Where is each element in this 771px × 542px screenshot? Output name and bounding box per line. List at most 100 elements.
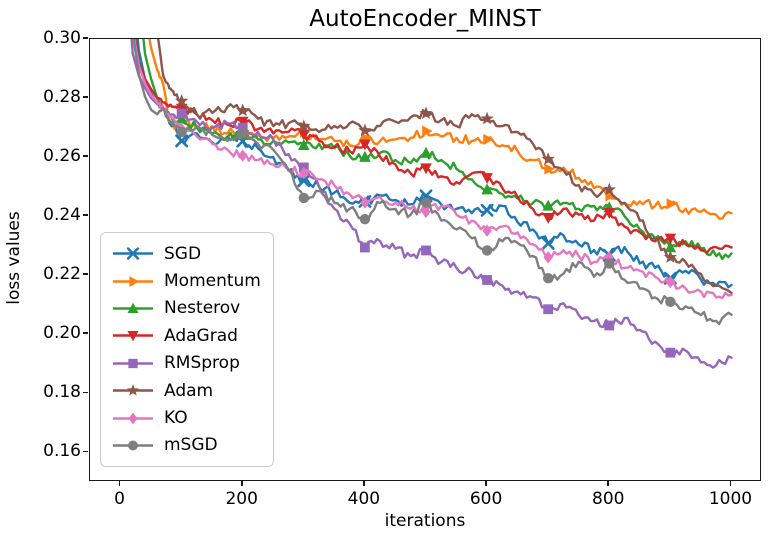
series-line-Adam bbox=[156, 39, 733, 295]
chart-title: AutoEncoder_MINST bbox=[309, 6, 541, 32]
marker-Adam-100 bbox=[174, 94, 189, 107]
x-tick-mark bbox=[118, 481, 121, 486]
legend-item-Momentum: Momentum bbox=[111, 267, 261, 294]
y-tick-mark bbox=[83, 273, 88, 276]
legend-item-AdaGrad: AdaGrad bbox=[111, 322, 261, 349]
marker-mSGD-600 bbox=[481, 245, 493, 256]
marker-Nesterov-700 bbox=[542, 199, 554, 211]
marker-mSGD-500 bbox=[420, 197, 432, 208]
marker-Nesterov-600 bbox=[481, 183, 493, 195]
marker-mSGD-900 bbox=[665, 296, 676, 308]
marker-AdaGrad-700 bbox=[542, 212, 554, 224]
marker-RMSprop-200 bbox=[237, 122, 248, 133]
marker-SGD-700 bbox=[541, 236, 555, 250]
x-tick-label: 1000 bbox=[708, 489, 753, 509]
marker-mSGD-200 bbox=[237, 128, 248, 139]
legend-swatch-v-icon bbox=[113, 331, 153, 342]
legend-swatch-^-icon bbox=[113, 302, 153, 313]
marker-Adam-300 bbox=[297, 119, 311, 133]
marker-Nesterov-500 bbox=[420, 146, 432, 158]
marker-Nesterov-400 bbox=[359, 150, 371, 162]
y-tick-mark bbox=[83, 450, 88, 453]
legend-swatch-o-icon bbox=[113, 440, 153, 451]
x-tick-label: 0 bbox=[114, 489, 125, 509]
legend-item-label: Momentum bbox=[164, 271, 261, 292]
marker-AdaGrad-500 bbox=[420, 163, 432, 175]
legend-item-SGD: SGD bbox=[111, 240, 261, 267]
y-tick-mark bbox=[83, 96, 88, 98]
y-tick-mark bbox=[83, 391, 88, 394]
marker-Adam-200 bbox=[236, 103, 250, 117]
y-tick-label: 0.22 bbox=[43, 264, 81, 285]
legend-item-label: SGD bbox=[164, 243, 202, 264]
marker-SGD-100 bbox=[175, 134, 189, 148]
marker-Adam-800 bbox=[602, 182, 616, 196]
legend: SGD Momentum Nesterov AdaGrad RMSprop Adam KO m… bbox=[100, 232, 274, 468]
marker-Adam-900 bbox=[663, 250, 678, 263]
x-tick-mark bbox=[240, 481, 243, 486]
marker-Adam-400 bbox=[358, 123, 372, 137]
marker-KO-900 bbox=[665, 275, 676, 289]
y-tick-mark bbox=[83, 214, 88, 217]
y-tick-label: 0.28 bbox=[43, 87, 81, 108]
x-axis-label: iterations bbox=[384, 511, 466, 531]
marker-Momentum-500 bbox=[422, 125, 433, 137]
marker-RMSprop-500 bbox=[421, 245, 431, 256]
marker-KO-200 bbox=[238, 149, 248, 162]
marker-mSGD-100 bbox=[176, 126, 187, 138]
marker-mSGD-700 bbox=[542, 273, 554, 284]
marker-KO-400 bbox=[360, 196, 370, 209]
legend-item-Adam: Adam bbox=[111, 377, 261, 404]
marker-RMSprop-100 bbox=[176, 108, 187, 119]
legend-item-KO: KO bbox=[111, 404, 261, 431]
marker-KO-600 bbox=[482, 224, 492, 237]
x-tick-label: 400 bbox=[347, 489, 381, 509]
marker-KO-300 bbox=[299, 166, 309, 180]
marker-AdaGrad-900 bbox=[664, 233, 677, 245]
marker-Nesterov-900 bbox=[664, 241, 677, 253]
marker-Nesterov-300 bbox=[298, 139, 310, 151]
legend-item-label: KO bbox=[164, 408, 188, 429]
marker-RMSprop-600 bbox=[482, 275, 492, 285]
legend-swatch-s-icon bbox=[113, 358, 153, 368]
marker-RMSprop-900 bbox=[665, 347, 676, 358]
marker-AdaGrad-300 bbox=[298, 129, 310, 141]
series-group-Adam bbox=[156, 39, 733, 295]
series-line-AdaGrad bbox=[133, 39, 733, 254]
marker-AdaGrad-600 bbox=[481, 173, 493, 185]
y-tick-label: 0.26 bbox=[43, 146, 81, 167]
marker-RMSprop-400 bbox=[360, 242, 370, 253]
legend-swatch-D-icon bbox=[113, 412, 153, 424]
x-tick-mark bbox=[485, 481, 487, 486]
x-tick-label: 800 bbox=[592, 489, 625, 509]
marker-AdaGrad-200 bbox=[236, 116, 249, 128]
marker-RMSprop-700 bbox=[543, 304, 554, 315]
y-tick-mark bbox=[83, 332, 88, 335]
x-tick-label: 200 bbox=[225, 489, 258, 509]
legend-swatch-*-icon bbox=[113, 384, 153, 396]
series-group-Nesterov bbox=[142, 39, 733, 261]
legend-item-label: AdaGrad bbox=[164, 325, 238, 346]
marker-Adam-600 bbox=[480, 111, 494, 125]
x-tick-label: 600 bbox=[469, 489, 503, 509]
series-line-mSGD bbox=[132, 39, 733, 326]
series-group-AdaGrad bbox=[133, 39, 733, 254]
legend-item-mSGD: mSGD bbox=[111, 432, 261, 459]
y-tick-label: 0.16 bbox=[43, 441, 81, 462]
marker-Adam-700 bbox=[541, 152, 555, 165]
legend-swatch->-icon bbox=[113, 275, 153, 287]
marker-AdaGrad-800 bbox=[603, 207, 616, 219]
y-tick-label: 0.30 bbox=[43, 28, 81, 48]
series-line-RMSprop bbox=[130, 39, 733, 369]
marker-Adam-500 bbox=[419, 106, 433, 120]
legend-item-Nesterov: Nesterov bbox=[111, 295, 261, 322]
marker-RMSprop-800 bbox=[604, 320, 615, 331]
marker-Momentum-700 bbox=[544, 163, 555, 175]
plot-area bbox=[89, 38, 761, 481]
y-tick-label: 0.20 bbox=[43, 323, 81, 344]
plot-canvas bbox=[130, 39, 733, 369]
legend-swatch-x-icon bbox=[113, 247, 153, 260]
legend-item-label: mSGD bbox=[164, 435, 218, 456]
marker-AdaGrad-400 bbox=[359, 139, 371, 151]
